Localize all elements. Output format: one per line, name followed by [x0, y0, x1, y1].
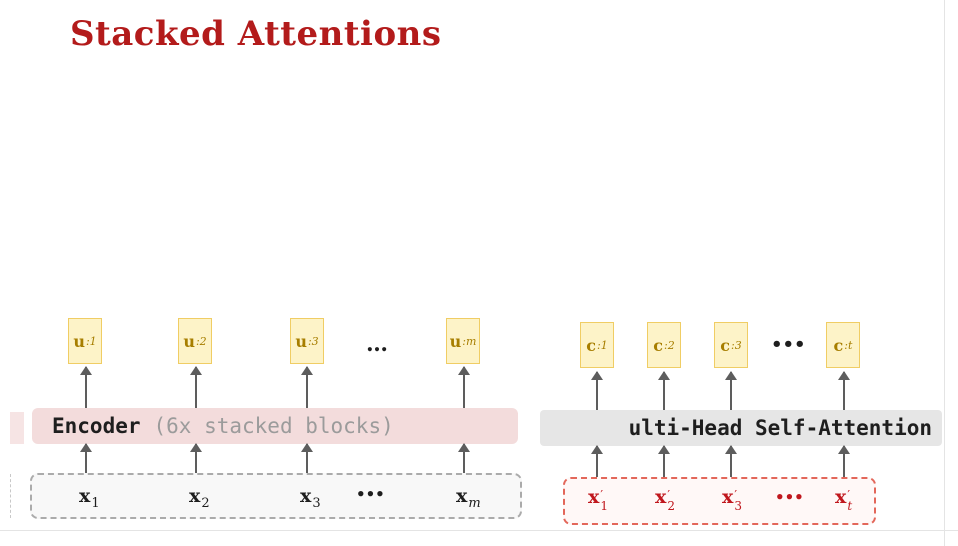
- attention-block-label: ulti-Head Self-Attention: [628, 416, 932, 440]
- slide-title: Stacked Attentions: [70, 14, 442, 54]
- arrow-to-c3: [725, 371, 737, 410]
- arrow-from-x3: [301, 443, 313, 486]
- encoder-input-group: [30, 473, 522, 519]
- arrow-to-u3: [301, 366, 313, 409]
- encoder-input-ellipsis: •••: [356, 485, 385, 503]
- arrow-from-x3-prime: [725, 445, 737, 486]
- attention-output-c1: c:1: [580, 322, 614, 368]
- attention-output-ct: c:t: [826, 322, 860, 368]
- attention-input-x1-prime: x ′ 1: [588, 486, 608, 513]
- arrow-from-x1-prime: [591, 445, 603, 486]
- encoder-block-name: Encoder: [52, 414, 141, 438]
- encoder-block: Encoder (6x stacked blocks): [32, 408, 518, 444]
- arrow-from-xt-prime: [838, 445, 850, 486]
- encoder-input-x2: x2: [189, 485, 210, 511]
- arrow-to-ct: [838, 371, 850, 410]
- attention-output-c2: c:2: [647, 322, 681, 368]
- encoder-output-u3: u:3: [290, 318, 324, 364]
- attention-input-x2-prime: x ′ 2: [655, 486, 675, 513]
- encoder-output-u2: u:2: [178, 318, 212, 364]
- attention-input-group: [563, 477, 876, 525]
- multi-head-self-attention-block: ulti-Head Self-Attention: [540, 410, 942, 446]
- arrow-from-x2-prime: [658, 445, 670, 486]
- attention-output-ellipsis: •••: [771, 334, 806, 355]
- attention-input-ellipsis: •••: [775, 488, 804, 506]
- arrow-to-c2: [658, 371, 670, 410]
- encoder-output-um: u:m: [446, 318, 480, 364]
- attention-output-c3: c:3: [714, 322, 748, 368]
- arrow-from-xm: [458, 443, 470, 486]
- offscreen-block-fragment: [10, 412, 24, 444]
- attention-input-x3-prime: x ′ 3: [722, 486, 742, 513]
- encoder-input-x3: x3: [300, 485, 321, 511]
- arrow-to-um: [458, 366, 470, 409]
- arrow-from-x1: [80, 443, 92, 486]
- arrow-to-u1: [80, 366, 92, 409]
- right-edge-divider: [944, 0, 945, 546]
- offscreen-input-fragment: [10, 474, 25, 518]
- bottom-edge-divider: [0, 530, 958, 531]
- arrow-to-c1: [591, 371, 603, 410]
- encoder-output-u1: u:1: [68, 318, 102, 364]
- attention-input-xt-prime: x ′ t: [835, 486, 853, 513]
- encoder-output-ellipsis: …: [366, 331, 388, 357]
- encoder-input-x1: x1: [79, 485, 100, 511]
- arrow-to-u2: [190, 366, 202, 409]
- encoder-input-xm: xm: [456, 485, 481, 511]
- arrow-from-x2: [190, 443, 202, 486]
- encoder-block-note: (6x stacked blocks): [153, 414, 394, 438]
